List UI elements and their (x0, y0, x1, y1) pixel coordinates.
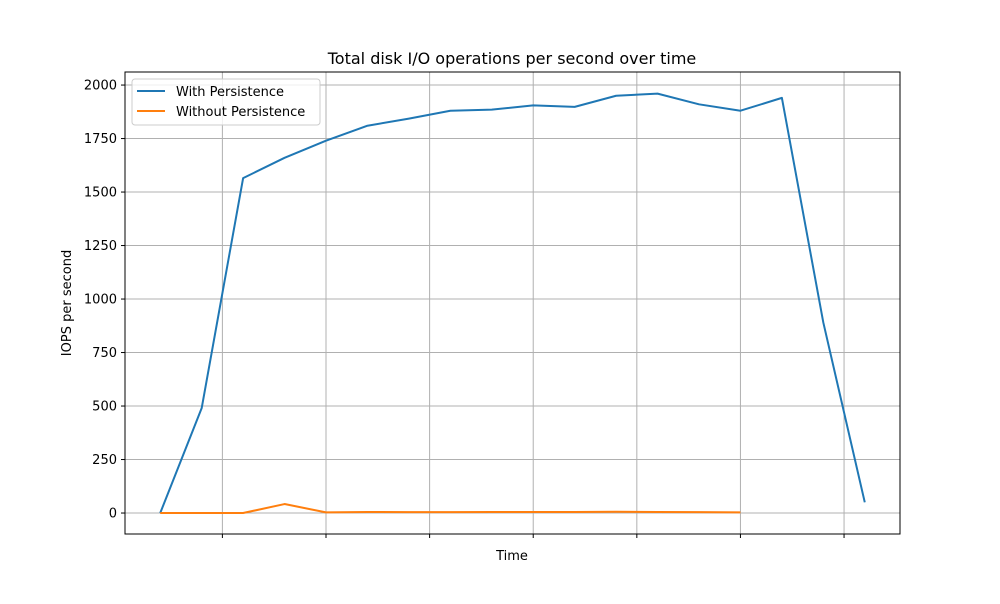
legend-label-with-persistence: With Persistence (176, 85, 284, 100)
legend-label-without-persistence: Without Persistence (176, 105, 305, 120)
y-tick-label: 500 (92, 400, 117, 415)
y-tick-label: 1250 (84, 239, 117, 254)
y-tick-label: 0 (109, 507, 117, 522)
y-axis-label: IOPS per second (60, 250, 75, 356)
y-tick-label: 1500 (84, 186, 117, 201)
y-tick-label: 1000 (84, 293, 117, 308)
y-tick-label: 1750 (84, 132, 117, 147)
legend: With Persistence Without Persistence (132, 79, 320, 125)
y-tick-label: 750 (92, 346, 117, 361)
y-tick-label: 2000 (84, 79, 117, 94)
x-axis-label: Time (495, 549, 528, 564)
chart-title: Total disk I/O operations per second ove… (327, 49, 697, 68)
y-tick-label: 250 (92, 453, 117, 468)
